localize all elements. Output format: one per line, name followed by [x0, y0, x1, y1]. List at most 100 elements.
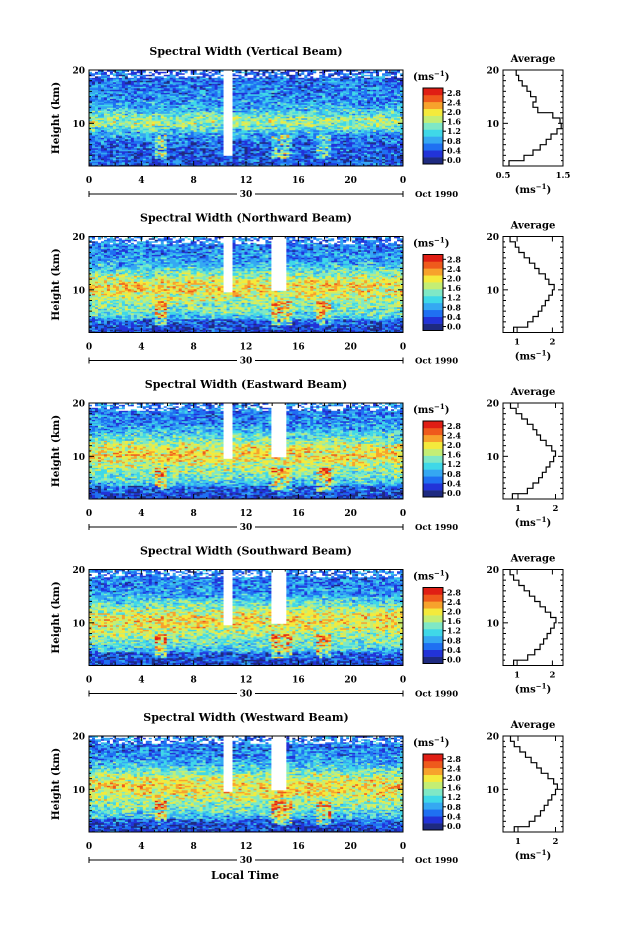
colorbar-tick-label: 0.8: [447, 136, 461, 146]
y-tick-label: 20: [72, 733, 85, 743]
day-label: 30: [240, 690, 253, 700]
colorbar-unit-label: (ms−1): [413, 69, 449, 83]
colorbar-tick-label: 2.0: [447, 274, 461, 284]
x-tick-label: 20: [344, 343, 357, 353]
colorbar-unit-label: (ms−1): [413, 735, 449, 749]
colorbar-swatch: [423, 122, 443, 130]
colorbar-swatch: [423, 289, 443, 297]
colorbar-tick-label: 0.8: [447, 469, 461, 479]
day-label: 30: [240, 190, 253, 200]
x-tick-label: 16: [292, 343, 305, 353]
colorbar-tick-label: 1.6: [447, 283, 461, 293]
colorbar-swatch: [423, 108, 443, 116]
colorbar-tick-label: 0.4: [447, 478, 461, 488]
chart-panel: Spectral Width (Northward Beam)0 4 8 12 16 20…: [50, 212, 564, 367]
y-axis-label: Height (km): [50, 748, 62, 820]
colorbar-swatch: [423, 767, 443, 776]
average-y-tick-label: 20: [486, 67, 499, 77]
unit-base: (ms: [413, 72, 434, 83]
day-label-bg: [237, 855, 255, 865]
chart-panel: Spectral Width (Southward Beam)0 4 8 12 16 20…: [50, 545, 564, 700]
average-y-tick-label: 10: [486, 619, 499, 629]
colorbar-swatch: [423, 795, 443, 803]
chart-panel: Spectral Width (Eastward Beam)0 4 8 12 16 20 0…: [50, 378, 564, 533]
day-label-bg: [237, 189, 255, 199]
colorbar-tick-label: 2.8: [447, 587, 461, 597]
average-x-tick-label: 2: [553, 837, 559, 847]
unit-base: (ms: [413, 572, 434, 583]
day-label: 30: [240, 523, 253, 533]
colorbar-swatch: [423, 316, 443, 324]
colorbar-swatch: [423, 275, 443, 283]
colorbar-tick-label: 1.2: [447, 126, 461, 136]
average-title: Average: [510, 221, 556, 232]
date-label: Oct 1990: [415, 523, 458, 533]
x-tick-label: 20: [344, 509, 357, 519]
unit-close: ): [445, 72, 450, 83]
colorbar-tick-label: 0.0: [447, 821, 461, 831]
colorbar-swatch: [423, 587, 443, 595]
colorbar-tick-label: 0.0: [447, 155, 461, 165]
average-x-axis-label: (ms−1): [515, 182, 551, 196]
x-tick-label: 8: [191, 676, 197, 686]
colorbar-swatch: [423, 295, 443, 304]
date-label: Oct 1990: [415, 357, 458, 367]
x-tick-label: 4: [138, 842, 144, 852]
unit-exponent: −1: [536, 182, 547, 191]
average-profile-panel: Average 10 20 0.5 1.5 (ms−1): [486, 54, 570, 196]
colorbar-swatch: [423, 94, 443, 103]
colorbar-tick-label: 1.2: [447, 459, 461, 469]
unit-exponent: −1: [434, 569, 445, 578]
x-tick-label: 8: [191, 343, 197, 353]
heatmap-image: [89, 403, 404, 500]
unit-exponent: −1: [536, 682, 547, 691]
x-tick-label: 12: [240, 343, 253, 353]
colorbar-swatch: [423, 434, 443, 443]
colorbar-tick-label: 2.0: [447, 440, 461, 450]
unit-base: (ms: [515, 185, 536, 196]
colorbar-swatch: [423, 309, 443, 317]
colorbar-swatch: [423, 157, 443, 165]
colorbar-swatch: [423, 469, 443, 477]
x-tick-label: 12: [240, 842, 253, 852]
x-tick-label: 8: [191, 842, 197, 852]
colorbar-swatch: [423, 88, 443, 96]
colorbar-swatch: [423, 816, 443, 824]
colorbar-swatch: [423, 760, 443, 769]
colorbar-swatch: [423, 601, 443, 609]
x-tick-label: 0: [400, 509, 406, 519]
colorbar-tick-label: 2.8: [447, 254, 461, 264]
colorbar-unit-label: (ms−1): [413, 569, 449, 583]
average-profile-line: [509, 569, 557, 666]
colorbar-swatch: [423, 649, 443, 657]
colorbar: 0.00.40.81.21.62.02.42.8 (ms−1): [413, 69, 461, 165]
average-x-axis-label: (ms−1): [515, 349, 551, 363]
colorbar-tick-label: 0.4: [447, 145, 461, 155]
colorbar-tick-label: 2.4: [447, 763, 461, 773]
colorbar-tick-label: 0.0: [447, 488, 461, 498]
colorbar-tick-label: 0.4: [447, 645, 461, 655]
x-tick-label: 20: [344, 676, 357, 686]
average-x-tick-label: 1: [515, 837, 521, 847]
colorbar-swatch: [423, 754, 443, 762]
unit-exponent: −1: [434, 402, 445, 411]
date-label: Oct 1990: [415, 690, 458, 700]
average-x-tick-label: 1.5: [556, 171, 571, 181]
colorbar-swatch: [423, 427, 443, 436]
average-title: Average: [510, 554, 556, 565]
colorbar-tick-label: 0.4: [447, 312, 461, 322]
colorbar-swatch: [423, 254, 443, 262]
colorbar-frame: [422, 753, 444, 831]
day-label: 30: [240, 856, 253, 866]
x-tick-label: 0: [86, 676, 92, 686]
colorbar-tick-label: 2.4: [447, 430, 461, 440]
average-x-tick-label: 0.5: [496, 171, 511, 181]
colorbar-tick-label: 2.4: [447, 97, 461, 107]
colorbar-tick-label: 1.2: [447, 293, 461, 303]
colorbar-swatch: [423, 608, 443, 616]
x-tick-label: 8: [191, 176, 197, 186]
colorbar-tick-label: 2.4: [447, 264, 461, 274]
chart-title: Spectral Width (Northward Beam): [140, 212, 352, 225]
y-tick-label: 20: [72, 67, 85, 77]
